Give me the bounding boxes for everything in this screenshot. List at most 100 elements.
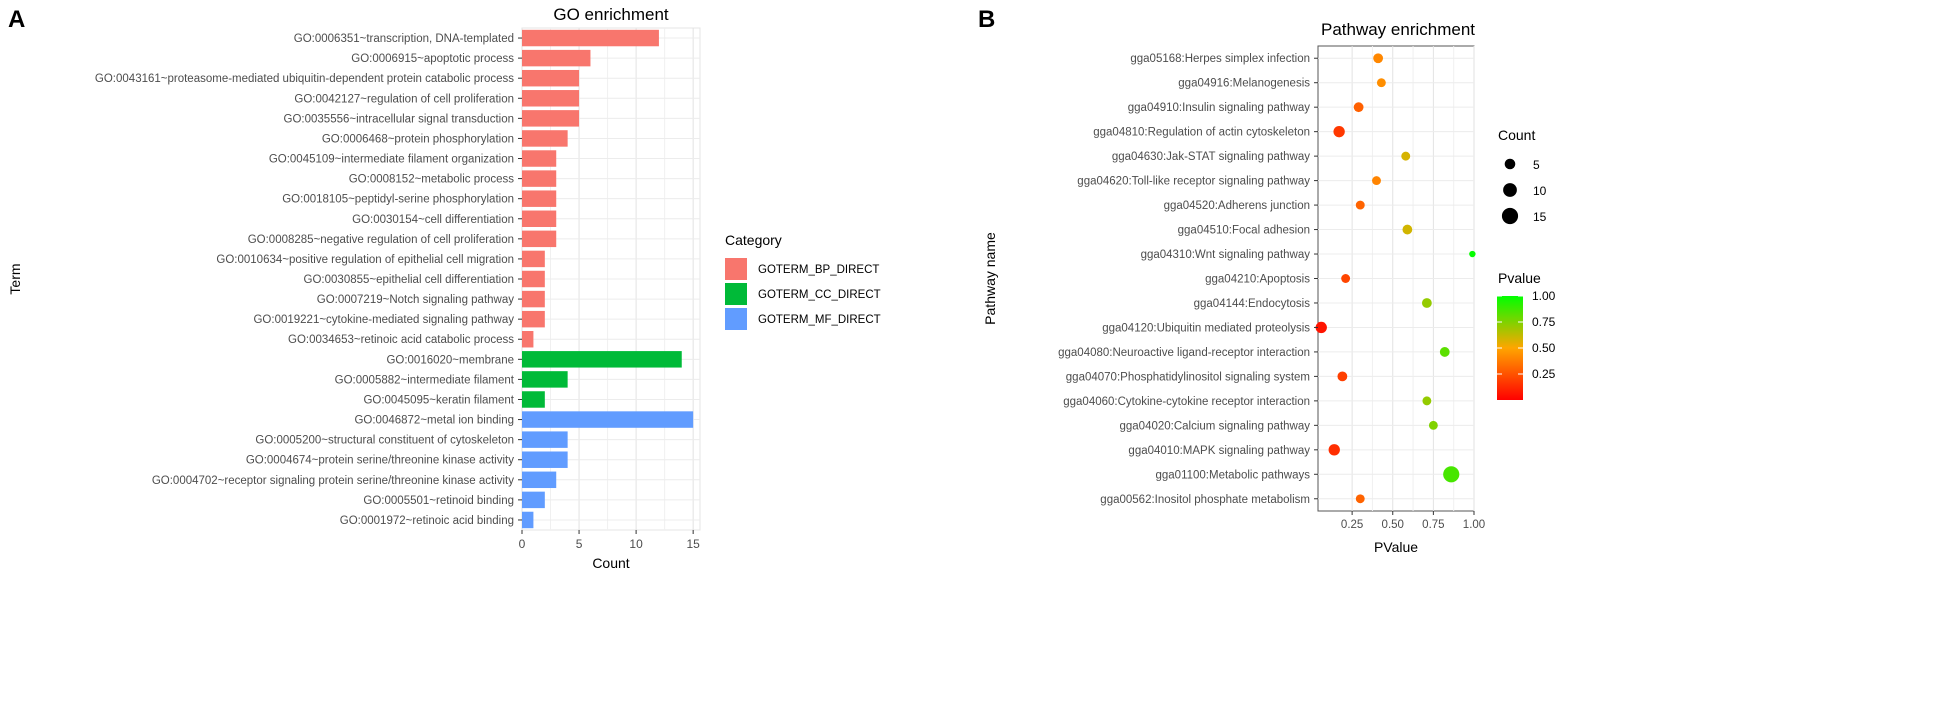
bar	[522, 351, 682, 368]
term-tick-label: GO:0019221~cytokine-mediated signaling p…	[253, 314, 514, 326]
term-tick-label: GO:0042127~regulation of cell proliferat…	[294, 93, 514, 105]
term-tick-label: GO:0018105~peptidyl-serine phosphorylati…	[282, 194, 514, 206]
x-axis-label: PValue	[1374, 539, 1418, 555]
pathway-tick-label: gga04020:Calcium signaling pathway	[1119, 420, 1310, 432]
term-tick-label: GO:0005882~intermediate filament	[335, 374, 515, 386]
term-tick-label: GO:0030855~epithelial cell differentiati…	[304, 274, 514, 286]
point	[1469, 250, 1476, 258]
pathway-tick-label: gga05168:Herpes simplex infection	[1130, 53, 1310, 65]
point	[1353, 102, 1364, 113]
term-tick-label: GO:0006468~protein phosphorylation	[322, 133, 514, 145]
legend-swatch	[725, 258, 747, 280]
point	[1401, 151, 1411, 161]
term-tick-label: GO:0005200~structural constituent of cyt…	[255, 435, 514, 447]
point	[1341, 274, 1351, 283]
size-legend-dot	[1501, 207, 1519, 225]
pathway-tick-label: gga04210:Apoptosis	[1205, 274, 1310, 286]
bar	[522, 150, 557, 167]
term-tick-label: GO:0016020~membrane	[386, 354, 514, 366]
bar	[522, 511, 534, 529]
color-legend-label: 0.25	[1532, 367, 1556, 381]
term-tick-label: GO:0008152~metabolic process	[349, 174, 515, 186]
x-tick-label: 0.50	[1382, 519, 1404, 531]
color-legend-label: 0.50	[1532, 341, 1556, 355]
pathway-tick-label: gga04916:Melanogenesis	[1178, 78, 1310, 90]
term-tick-label: GO:0004702~receptor signaling protein se…	[152, 475, 514, 487]
pathway-tick-label: gga04910:Insulin signaling pathway	[1128, 102, 1310, 114]
point	[1373, 53, 1384, 64]
bar	[522, 230, 557, 248]
point	[1333, 125, 1345, 138]
term-tick-label: GO:0043161~proteasome-mediated ubiquitin…	[95, 73, 514, 85]
point	[1439, 347, 1450, 357]
size-legend-label: 15	[1533, 210, 1547, 224]
x-tick-label: 1.00	[1463, 519, 1485, 531]
x-tick-label: 0	[519, 537, 526, 551]
bar	[522, 170, 557, 187]
pathway-tick-label: gga04080:Neuroactive ligand-receptor int…	[1058, 347, 1310, 359]
pathway-tick-label: gga04144:Endocytosis	[1194, 298, 1311, 310]
bar	[522, 411, 694, 428]
size-legend-dot	[1504, 158, 1516, 170]
pathway-tick-label: gga04120:Ubiquitin mediated proteolysis	[1102, 322, 1310, 334]
chart-title: GO enrichment	[553, 5, 669, 24]
x-tick-label: 5	[576, 537, 583, 551]
term-tick-label: GO:0045095~keratin filament	[363, 394, 514, 406]
term-tick-label: GO:0006351~transcription, DNA-templated	[294, 33, 514, 45]
pathway-tick-label: gga04310:Wnt signaling pathway	[1141, 249, 1311, 261]
pathway-tick-label: gga04520:Adherens junction	[1164, 200, 1310, 212]
term-tick-label: GO:0008285~negative regulation of cell p…	[248, 234, 514, 246]
bar	[522, 471, 557, 489]
pathway-tick-label: gga04060:Cytokine-cytokine receptor inte…	[1063, 396, 1310, 408]
bar	[522, 49, 591, 67]
x-tick-label: 0.25	[1341, 519, 1363, 531]
bar	[522, 110, 580, 127]
panel-a-label: A	[8, 6, 25, 33]
point	[1402, 224, 1413, 235]
legend-swatch	[725, 283, 747, 305]
legend-label: GOTERM_BP_DIRECT	[758, 264, 879, 276]
term-tick-label: GO:0010634~positive regulation of epithe…	[216, 254, 514, 266]
y-axis-label: Pathway name	[982, 232, 998, 325]
bar	[522, 331, 534, 348]
point	[1422, 396, 1432, 406]
go-enrichment-chart: GO:0006351~transcription, DNA-templated G…	[7, 5, 881, 571]
bar	[522, 69, 580, 87]
x-tick-label: 15	[686, 537, 700, 551]
term-tick-label: GO:0046872~metal ion binding	[354, 415, 514, 427]
term-tick-label: GO:0034653~retinoic acid catabolic proce…	[288, 334, 514, 346]
pathway-tick-label: gga04810:Regulation of actin cytoskeleto…	[1093, 127, 1310, 139]
term-tick-label: GO:0035556~intracellular signal transduc…	[284, 113, 514, 125]
point	[1355, 494, 1365, 504]
pathway-tick-label: gga00562:Inositol phosphate metabolism	[1100, 494, 1310, 506]
legend-title: Category	[725, 232, 782, 248]
x-axis-label: Count	[592, 555, 629, 571]
bar	[522, 190, 557, 207]
legend-swatch	[725, 308, 747, 330]
point	[1315, 321, 1327, 334]
size-legend-label: 10	[1533, 184, 1547, 198]
x-tick-label: 10	[629, 537, 643, 551]
term-tick-label: GO:0030154~cell differentiation	[352, 214, 514, 226]
pathway-enrichment-chart: gga05168:Herpes simplex infection gga0491…	[982, 20, 1556, 555]
point	[1355, 200, 1365, 210]
pathway-tick-label: gga04510:Focal adhesion	[1178, 225, 1310, 237]
x-tick-label: 0.75	[1422, 519, 1444, 531]
point	[1421, 298, 1432, 308]
y-axis-label: Term	[7, 263, 23, 294]
term-tick-label: GO:0001972~retinoic acid binding	[340, 515, 514, 527]
color-legend-title: Pvalue	[1498, 270, 1541, 286]
legend-label: GOTERM_MF_DIRECT	[758, 314, 881, 326]
bar	[522, 451, 568, 468]
pathway-tick-label: gga04620:Toll-like receptor signaling pa…	[1077, 176, 1310, 188]
color-legend-label: 1.00	[1532, 289, 1556, 303]
point	[1443, 466, 1460, 483]
term-tick-label: GO:0045109~intermediate filament organiz…	[269, 154, 514, 166]
chart-title: Pathway enrichment	[1321, 20, 1475, 39]
point	[1328, 444, 1340, 456]
size-legend-label: 5	[1533, 158, 1540, 172]
bar	[522, 90, 580, 107]
bar	[522, 371, 568, 388]
